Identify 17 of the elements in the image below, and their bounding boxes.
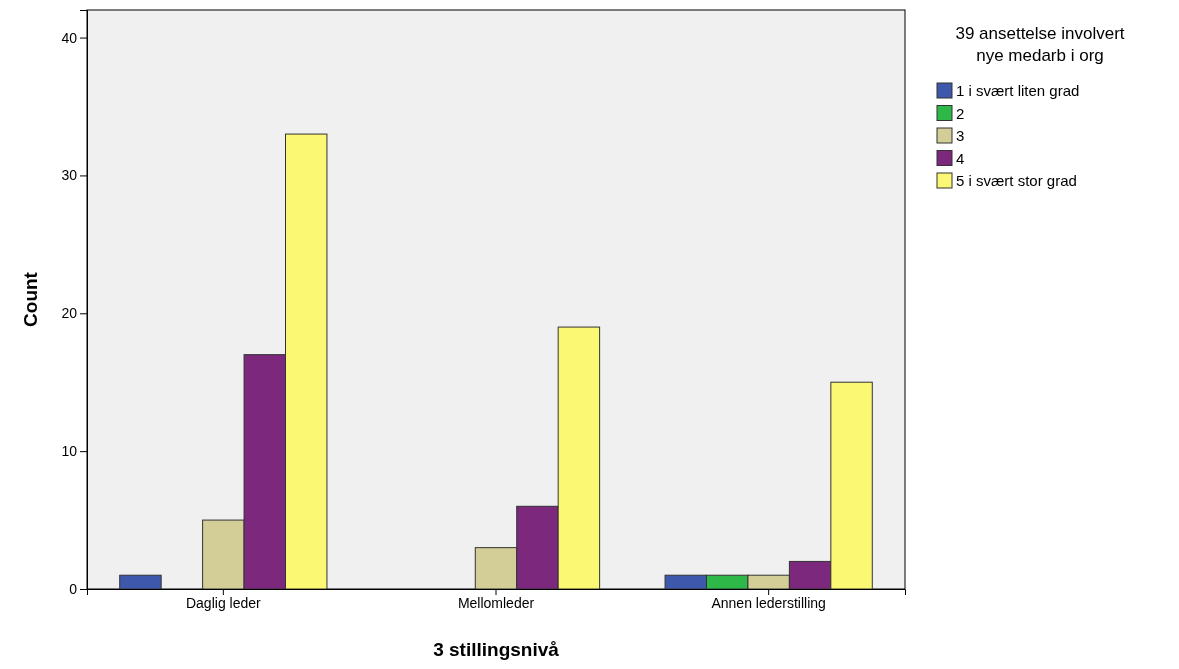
legend-label: 5 i svært stor grad bbox=[956, 172, 1077, 189]
x-axis-title: 3 stillingsnivå bbox=[433, 639, 560, 660]
y-tick-label: 20 bbox=[61, 305, 78, 322]
bar bbox=[119, 574, 162, 590]
legend-label: 3 bbox=[956, 127, 965, 144]
x-tick-label: Mellomleder bbox=[457, 594, 535, 611]
legend-label: 1 i svært liten grad bbox=[956, 82, 1080, 99]
legend-label: 4 bbox=[956, 149, 965, 167]
y-tick-label: 0 bbox=[69, 580, 78, 597]
x-tick-label: Daglig leder bbox=[185, 594, 262, 611]
y-tick-label: 30 bbox=[61, 167, 78, 184]
legend-title: 39 ansettelse involvert nye medarb i org bbox=[955, 24, 1125, 65]
legend-label: 2 bbox=[956, 104, 965, 122]
y-tick-label: 40 bbox=[61, 29, 78, 46]
y-axis-title: Count bbox=[20, 271, 41, 327]
x-tick-label: Annen lederstilling bbox=[711, 594, 826, 611]
y-tick-label: 10 bbox=[61, 443, 78, 460]
